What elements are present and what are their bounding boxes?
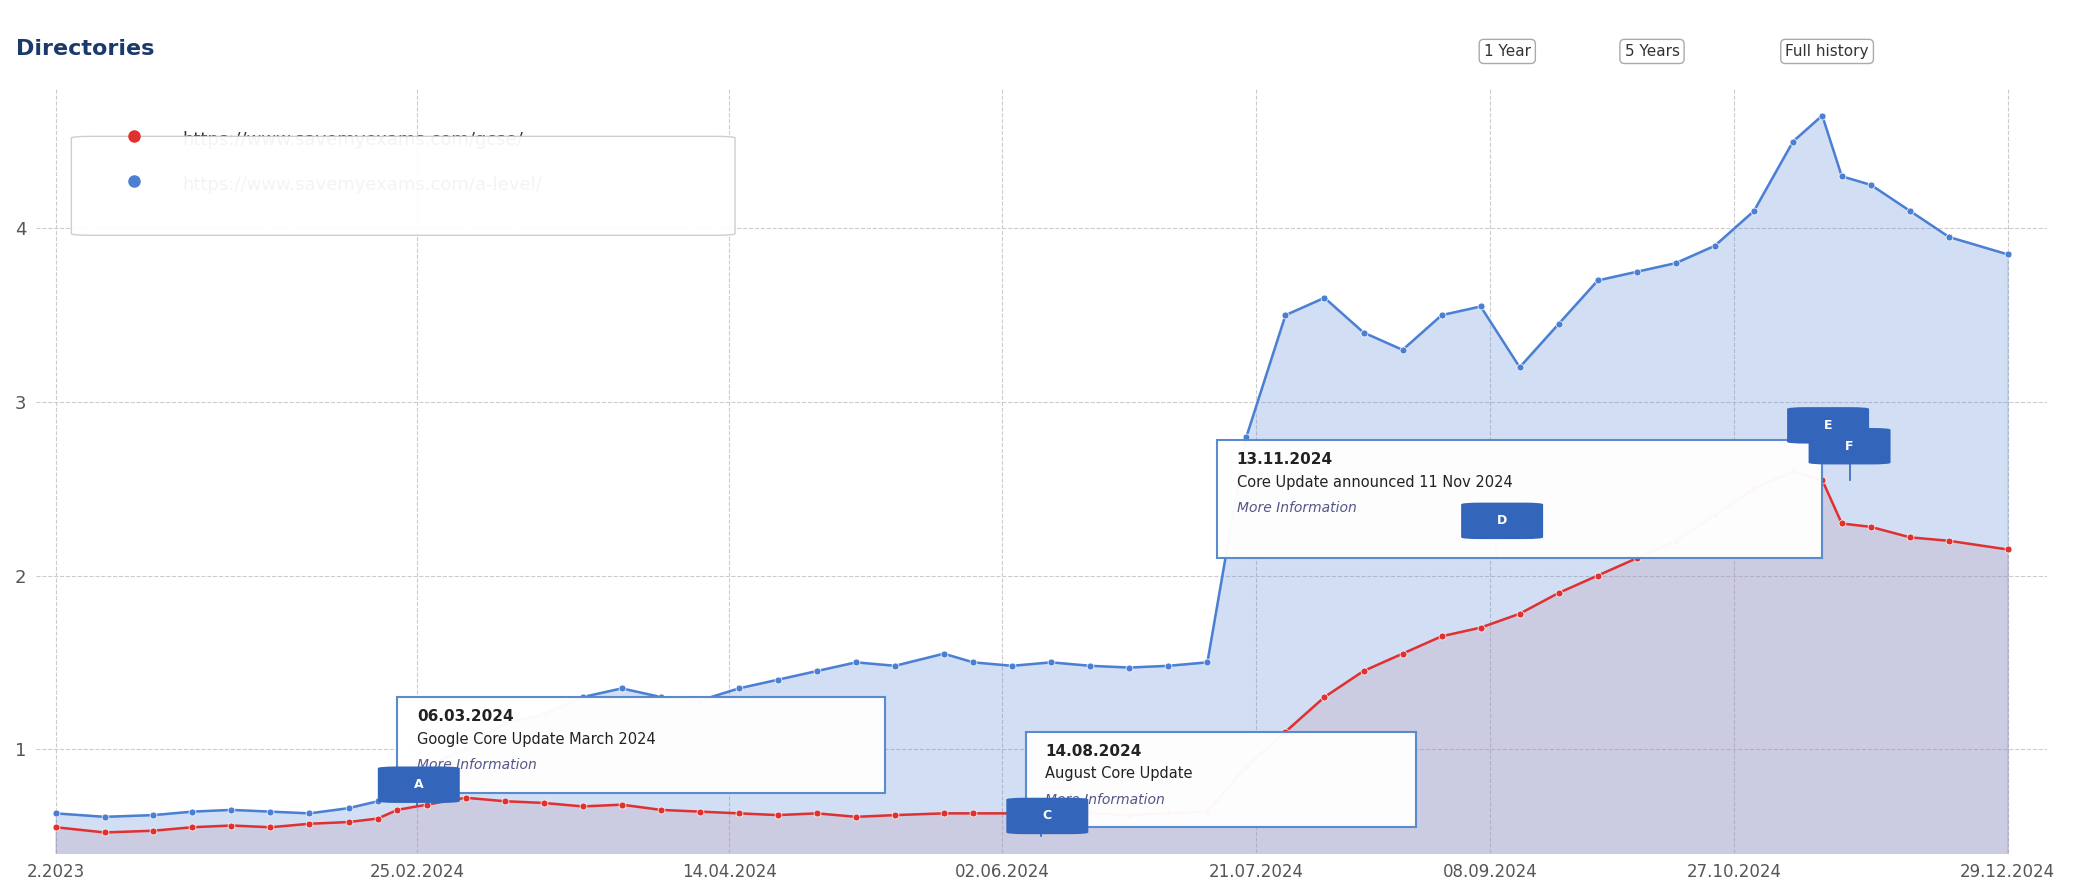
FancyBboxPatch shape [1808,428,1891,464]
FancyBboxPatch shape [1006,797,1089,834]
Text: D: D [1496,514,1507,528]
FancyBboxPatch shape [71,136,736,236]
Text: A: A [414,779,424,791]
Text: 13.11.2024: 13.11.2024 [1236,452,1332,468]
FancyBboxPatch shape [1218,440,1822,558]
Text: Full history: Full history [1785,44,1868,59]
FancyBboxPatch shape [1461,503,1544,539]
Text: F: F [1845,440,1854,452]
FancyBboxPatch shape [1787,407,1868,444]
Text: Google Core Update March 2024: Google Core Update March 2024 [418,732,655,746]
Text: C: C [1043,809,1051,823]
Text: More Information: More Information [1045,793,1166,806]
Text: https://www.savemyexams.com/gcse/: https://www.savemyexams.com/gcse/ [183,131,524,149]
Text: 14.08.2024: 14.08.2024 [1045,744,1141,759]
Text: 06.03.2024: 06.03.2024 [418,710,513,724]
Text: More Information: More Information [418,758,536,771]
Text: August Core Update: August Core Update [1045,766,1193,781]
FancyBboxPatch shape [378,766,459,803]
Text: https://www.savemyexams.com/a-level/: https://www.savemyexams.com/a-level/ [183,176,542,194]
Text: 1 Year: 1 Year [1484,44,1531,59]
Text: Core Update announced 11 Nov 2024: Core Update announced 11 Nov 2024 [1236,475,1513,490]
FancyBboxPatch shape [1027,732,1417,827]
Text: More Information: More Information [1236,501,1357,515]
Text: Directories: Directories [17,39,154,59]
FancyBboxPatch shape [397,697,885,793]
Text: 5 Years: 5 Years [1625,44,1679,59]
Text: E: E [1824,418,1833,432]
